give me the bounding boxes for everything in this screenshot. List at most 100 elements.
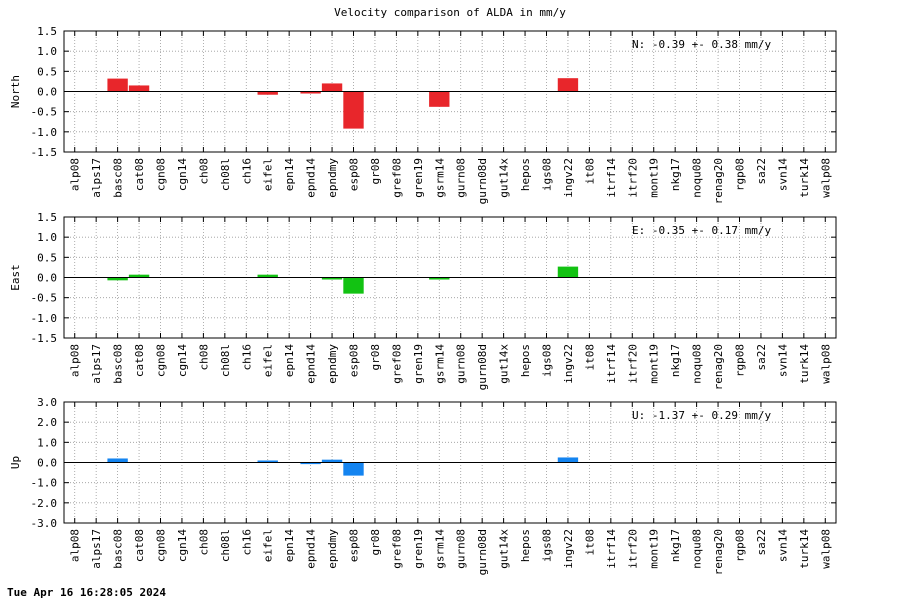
up-ytick-label: 1.0	[37, 436, 57, 449]
up-category-label: esp08	[348, 529, 361, 562]
up-category-label: epndmy	[326, 529, 339, 569]
up-category-label: igs08	[541, 529, 554, 562]
up-category-label: gsrm14	[433, 529, 446, 569]
up-category-label: ingv22	[562, 529, 575, 569]
north-category-label: rgp08	[734, 158, 747, 191]
east-category-label: itrf20	[626, 344, 639, 384]
up-bar-epndmy	[321, 459, 343, 463]
up-ytick-label: 0.0	[37, 457, 57, 470]
up-category-label: noqu08	[691, 529, 704, 569]
north-category-label: cgn08	[155, 158, 168, 191]
east-category-label: ingv22	[562, 344, 575, 384]
north-bar-epndmy	[321, 83, 343, 92]
north-plot-frame	[63, 30, 837, 153]
north-ytick-label: 0.5	[37, 65, 57, 78]
up-axis-label: Up	[9, 456, 22, 469]
up-category-label: walp08	[819, 529, 832, 569]
north-ytick-label: 0.0	[37, 86, 57, 99]
north-category-label: nkg17	[669, 158, 682, 191]
east-category-label: epn14	[283, 344, 296, 377]
east-category-label: ch16	[240, 344, 253, 371]
east-category-label: gsrm14	[433, 344, 446, 384]
up-category-label: mont19	[648, 529, 661, 569]
up-category-label: epnd14	[305, 529, 318, 569]
north-category-label: it08	[583, 158, 596, 185]
north-category-label: esp08	[348, 158, 361, 191]
north-category-label: alp08	[69, 158, 82, 191]
north-category-label: gr08	[369, 158, 382, 185]
east-category-label: alps17	[90, 344, 103, 384]
east-category-label: cgn08	[155, 344, 168, 377]
east-category-label: alp08	[69, 344, 82, 377]
north-category-label: hepos	[519, 158, 532, 191]
north-bar-epnd14	[300, 91, 321, 94]
up-category-label: itrf14	[605, 529, 618, 569]
north-bar-esp08	[343, 91, 364, 129]
up-category-label: gut14x	[498, 529, 511, 569]
up-category-label: gren19	[412, 529, 425, 569]
east-category-label: epndmy	[326, 344, 339, 384]
east-category-label: cat08	[133, 344, 146, 377]
north-category-label: gref08	[390, 158, 403, 198]
east-category-label: svn14	[776, 344, 789, 377]
east-category-label: hepos	[519, 344, 532, 377]
up-category-label: gr08	[369, 529, 382, 556]
east-bar-ingv22	[557, 266, 579, 278]
east-category-label: gurn08d	[476, 344, 489, 390]
up-category-label: cgn14	[176, 529, 189, 562]
east-category-label: esp08	[348, 344, 361, 377]
east-category-label: sa22	[755, 344, 768, 371]
east-category-label: gren19	[412, 344, 425, 384]
up-plot-frame	[63, 401, 837, 524]
east-ytick-label: 0.0	[37, 272, 57, 285]
up-category-label: alp08	[69, 529, 82, 562]
north-bar-gsrm14	[429, 91, 450, 107]
up-category-label: rgp08	[734, 529, 747, 562]
north-category-label: epn14	[283, 158, 296, 191]
east-category-label: epnd14	[305, 344, 318, 384]
east-category-label: gr08	[369, 344, 382, 371]
north-category-label: turk14	[798, 158, 811, 198]
north-ytick-label: -0.5	[31, 106, 58, 119]
east-category-label: mont19	[648, 344, 661, 384]
north-category-label: gsrm14	[433, 158, 446, 198]
east-category-label: eifel	[262, 344, 275, 377]
east-category-label: ch08	[197, 344, 210, 371]
north-category-label: gren19	[412, 158, 425, 198]
east-annotation: E: -0.35 +- 0.17 mm/y	[632, 224, 771, 237]
north-category-label: renag20	[712, 158, 725, 204]
up-category-label: ch16	[240, 529, 253, 556]
timestamp-footer: Tue Apr 16 16:28:05 2024	[7, 586, 166, 599]
up-bar-ingv22	[557, 457, 579, 463]
east-category-label: gref08	[390, 344, 403, 384]
east-category-label: noqu08	[691, 344, 704, 384]
up-category-label: basc08	[112, 529, 125, 569]
up-category-label: epn14	[283, 529, 296, 562]
up-bar-basc08	[107, 458, 128, 463]
up-annotation: U: -1.37 +- 0.29 mm/y	[632, 409, 771, 422]
east-category-label: igs08	[541, 344, 554, 377]
north-category-label: gut14x	[498, 158, 511, 198]
north-ytick-label: 1.0	[37, 45, 57, 58]
east-category-label: ch08l	[219, 344, 232, 377]
north-category-label: igs08	[541, 158, 554, 191]
north-category-label: ch08l	[219, 158, 232, 191]
north-category-label: cgn14	[176, 158, 189, 191]
north-category-label: ch08	[197, 158, 210, 185]
east-category-label: basc08	[112, 344, 125, 384]
up-ytick-label: -2.0	[31, 497, 58, 510]
east-category-label: renag20	[712, 344, 725, 390]
north-ytick-label: -1.0	[31, 126, 58, 139]
north-axis-label: North	[9, 75, 22, 108]
up-category-label: ch08	[197, 529, 210, 556]
up-category-label: hepos	[519, 529, 532, 562]
up-category-label: cat08	[133, 529, 146, 562]
east-category-label: itrf14	[605, 344, 618, 384]
north-category-label: cat08	[133, 158, 146, 191]
north-category-label: gurn08	[455, 158, 468, 198]
north-bar-basc08	[107, 78, 128, 92]
north-category-label: gurn08d	[476, 158, 489, 204]
east-category-label: gut14x	[498, 344, 511, 384]
up-category-label: nkg17	[669, 529, 682, 562]
